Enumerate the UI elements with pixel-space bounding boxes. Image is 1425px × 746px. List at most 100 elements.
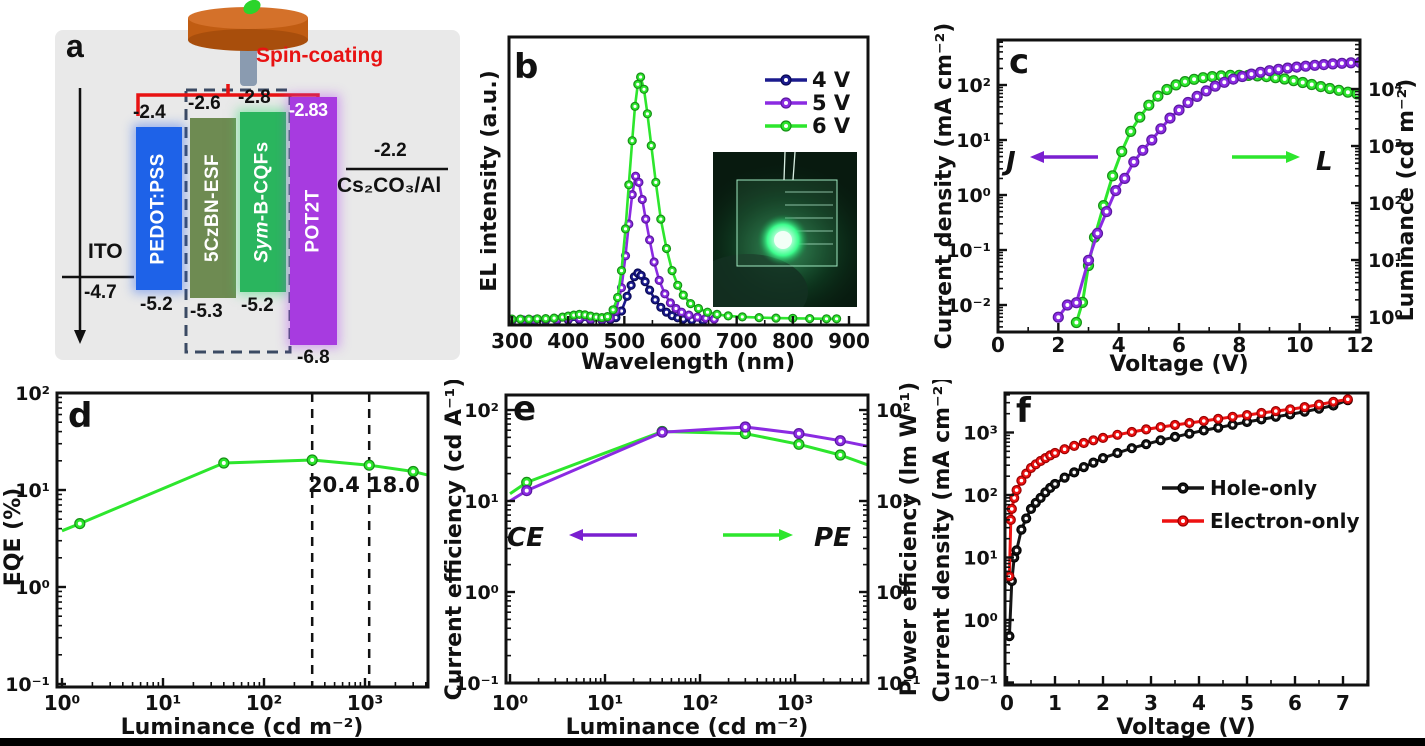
x-tick-label: 900 xyxy=(828,329,870,353)
annotation-pe: PE xyxy=(814,523,851,553)
x-tick-label: 700 xyxy=(716,329,758,353)
y-tick-label: 10¹ xyxy=(15,480,50,502)
x-tick-label: 10 xyxy=(1286,333,1314,357)
x-tick-label: 10³ xyxy=(777,691,814,715)
series-group xyxy=(61,454,428,533)
y-axis-label-right: Luminance (cd m⁻²) xyxy=(1394,79,1419,322)
homo-pot2t: -6.8 xyxy=(297,347,330,368)
y-axis-label-left: EL intensity (a.u.) xyxy=(480,70,502,292)
x-tick-label: 2 xyxy=(1096,691,1110,715)
panel-letter-e: e xyxy=(513,389,536,429)
y-tick-label: 10² xyxy=(464,400,499,422)
x-tick-label: 10² xyxy=(246,691,283,715)
y-tick-label: 10⁻¹ xyxy=(454,673,499,695)
x-tick-label: 6 xyxy=(1172,333,1186,357)
y-tick-label: 10⁰ xyxy=(956,185,991,207)
x-axis-label: Voltage (V) xyxy=(1109,352,1248,377)
efficiency-chart: 10⁰ 10¹ 10² 10³10⁻¹10⁰10¹10²10⁻¹10⁰10¹10²Lu… xyxy=(442,380,922,740)
layer-bar-5czbn-esf: 5CzBN-ESF xyxy=(190,118,236,298)
cathode-level: -2.2 xyxy=(374,140,407,161)
x-tick-label: 400 xyxy=(547,329,589,353)
homo-pedotpss: -5.2 xyxy=(140,294,173,315)
legend-label-6-v: 6 V xyxy=(812,114,851,138)
x-tick-label: 600 xyxy=(660,329,702,353)
y-axis-label-left: Current density (mA cm⁻²) xyxy=(930,380,955,702)
bottom-rule xyxy=(0,738,1425,746)
series-markers-j xyxy=(1052,56,1360,323)
y-tick-label: 10⁻¹ xyxy=(953,673,998,695)
value-label-20.4: 20.4 xyxy=(308,473,360,497)
plot-frame xyxy=(507,35,870,327)
y-tick-label: 10² xyxy=(1368,193,1403,215)
x-axis-label: Wavelength (nm) xyxy=(581,350,795,375)
x-tick-label: 0 xyxy=(1000,691,1014,715)
layer-name-pedotpss: PEDOT:PSS xyxy=(148,152,170,265)
panel-a-letter: a xyxy=(66,28,84,64)
legend-label-4-v: 4 V xyxy=(812,68,851,92)
x-tick-label: 500 xyxy=(603,329,645,353)
y-tick-label: 10⁻¹ xyxy=(5,674,50,696)
y-tick-label: 10⁰ xyxy=(876,582,911,604)
energy-level-diagram: a Spin-coating PEDOT:PSS 5CzBN-ESF Sym-B… xyxy=(0,0,480,380)
series-markers-eqe xyxy=(74,454,419,530)
x-tick-label: 10⁰ xyxy=(492,691,529,715)
x-tick-label: 300 xyxy=(491,329,533,353)
y-tick-label: 10¹ xyxy=(876,491,911,513)
jvl-chart: 0 2 4 6 8 10 12 10⁻² 10⁻¹ 10⁰ 10¹ 10² 10⁰ 10¹ 10² 10³ 10… xyxy=(932,23,1419,377)
layer-bar-pedotpss: PEDOT:PSS xyxy=(136,127,182,290)
device-wires xyxy=(783,152,796,181)
y-axis-label-left: EQE (%) xyxy=(1,488,26,587)
axis-ticks xyxy=(510,316,851,325)
layer-bar-sym-b-cqfs: Sym-B-CQFs xyxy=(240,112,286,292)
y-tick-label: 10² xyxy=(956,75,991,97)
solution-drop-icon xyxy=(243,0,261,15)
ito-label: ITO xyxy=(88,240,123,263)
y-tick-label: 10⁰ xyxy=(15,577,50,599)
lumo-sym: -2.8 xyxy=(238,87,271,108)
y-tick-label: 10⁻¹ xyxy=(876,673,921,695)
lumo-pedotpss: -2.4 xyxy=(133,102,166,123)
x-tick-label: 4 xyxy=(1192,691,1206,715)
y-tick-label: 10¹ xyxy=(956,130,991,152)
y-tick-label: 10² xyxy=(876,400,911,422)
annotation-l: L xyxy=(1316,147,1333,177)
series-group xyxy=(509,72,842,325)
panel-letter-c: c xyxy=(1009,42,1029,82)
y-tick-label: 10⁰ xyxy=(963,610,998,632)
layer-name-sym-b-cqfs: Sym-B-CQFs xyxy=(252,141,274,263)
y-tick-label: 10¹ xyxy=(1368,250,1403,272)
series-markers-ce xyxy=(521,421,846,497)
axis-ticks xyxy=(56,391,427,687)
layer-name-5czbn-esf: 5CzBN-ESF xyxy=(202,153,224,263)
y-tick-label: 10¹ xyxy=(464,491,499,513)
series-line-hole-only xyxy=(1007,398,1349,637)
el-spectrum-chart: 300 400 500 600 700 800 900 Wavelength (nm) EL i… xyxy=(480,35,870,375)
y-tick-label: 10¹ xyxy=(963,548,998,570)
panel-letter-b: b xyxy=(514,47,538,87)
axis-ticks xyxy=(1005,394,1368,685)
homo-sym: -5.2 xyxy=(241,295,274,316)
layer-name-pot2t: POT2T xyxy=(302,189,324,253)
panel-letter-d: d xyxy=(68,396,92,436)
y-axis-label-left: Current efficiency (cd A⁻¹) xyxy=(442,380,467,700)
y-tick-label: 10⁻¹ xyxy=(946,240,991,262)
annotation-ce: CE xyxy=(507,523,544,553)
legend: 4 V5 V6 V xyxy=(765,68,851,138)
y-tick-label: 10³ xyxy=(1368,136,1403,158)
spin-coating-label: Spin-coating xyxy=(256,44,384,67)
axis-ticks xyxy=(996,40,1362,332)
lumo-pot2t: -2.83 xyxy=(289,100,328,120)
x-axis-label: Luminance (cd m⁻²) xyxy=(121,715,364,740)
panel-a-decor xyxy=(62,0,448,354)
device-photo-inset xyxy=(713,152,857,307)
y-tick-label: 10⁻² xyxy=(946,295,991,317)
y-tick-label: 10² xyxy=(15,383,50,405)
legend-label-electron-only: Electron-only xyxy=(1210,509,1360,533)
deposition-arrow-icon xyxy=(74,88,86,344)
spin-coater-icon xyxy=(188,0,308,86)
x-tick-label: 8 xyxy=(1232,333,1246,357)
y-tick-label: 10³ xyxy=(963,423,998,445)
x-tick-label: 5 xyxy=(1240,691,1254,715)
